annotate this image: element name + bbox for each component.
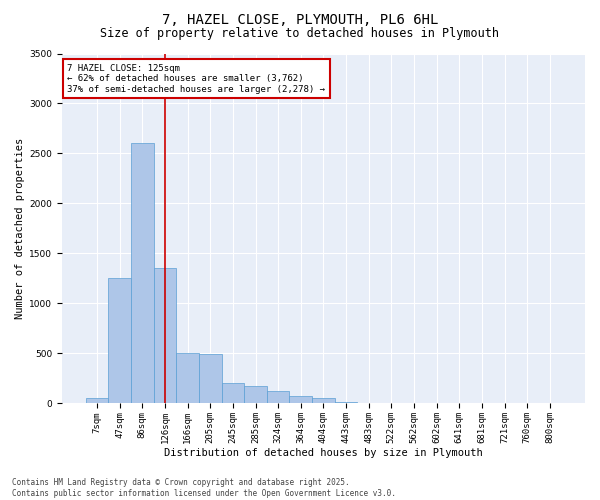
Text: Contains HM Land Registry data © Crown copyright and database right 2025.
Contai: Contains HM Land Registry data © Crown c… bbox=[12, 478, 396, 498]
Bar bbox=[86, 398, 109, 404]
Bar bbox=[199, 354, 221, 404]
Bar bbox=[335, 402, 358, 404]
Bar bbox=[176, 354, 199, 404]
Bar bbox=[109, 278, 131, 404]
Bar bbox=[154, 268, 176, 404]
Bar bbox=[221, 384, 244, 404]
Text: 7, HAZEL CLOSE, PLYMOUTH, PL6 6HL: 7, HAZEL CLOSE, PLYMOUTH, PL6 6HL bbox=[162, 12, 438, 26]
Bar bbox=[267, 392, 289, 404]
Bar bbox=[312, 398, 335, 404]
Bar bbox=[289, 396, 312, 404]
Text: 7 HAZEL CLOSE: 125sqm
← 62% of detached houses are smaller (3,762)
37% of semi-d: 7 HAZEL CLOSE: 125sqm ← 62% of detached … bbox=[67, 64, 325, 94]
Bar bbox=[244, 386, 267, 404]
Text: Size of property relative to detached houses in Plymouth: Size of property relative to detached ho… bbox=[101, 28, 499, 40]
X-axis label: Distribution of detached houses by size in Plymouth: Distribution of detached houses by size … bbox=[164, 448, 483, 458]
Y-axis label: Number of detached properties: Number of detached properties bbox=[15, 138, 25, 319]
Bar bbox=[131, 144, 154, 404]
